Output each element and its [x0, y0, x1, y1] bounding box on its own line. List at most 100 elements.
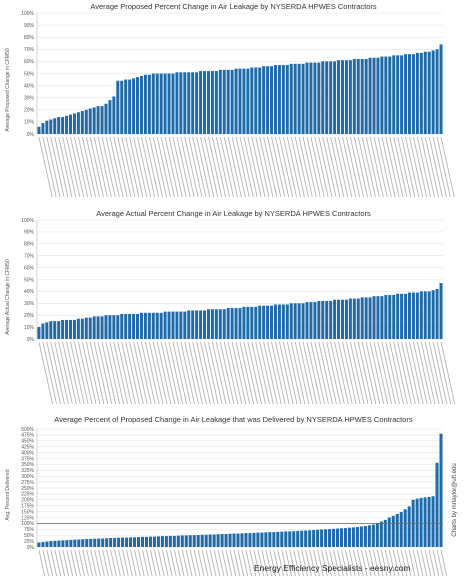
bar	[168, 535, 172, 547]
x-tick-label	[58, 136, 73, 198]
bar	[200, 534, 204, 547]
x-tick-label	[282, 341, 298, 405]
x-tick-label	[428, 549, 436, 576]
x-tick-label	[251, 136, 266, 198]
bar	[240, 533, 244, 547]
x-tick-label	[373, 341, 389, 405]
bar	[431, 496, 435, 547]
x-tick-label	[156, 136, 171, 198]
bar	[136, 314, 140, 339]
x-tick-label	[376, 549, 384, 576]
bar	[208, 534, 212, 547]
x-tick-label	[102, 549, 109, 576]
x-tick-label	[334, 136, 349, 198]
x-tick-label	[77, 136, 93, 198]
x-tick-label	[255, 136, 270, 198]
bar	[96, 316, 100, 339]
bar	[120, 80, 124, 134]
bar	[222, 69, 226, 134]
bar	[147, 312, 151, 339]
bar	[343, 528, 347, 547]
bar	[117, 537, 121, 547]
bar	[415, 292, 419, 339]
x-tick-label	[381, 136, 396, 198]
bar	[380, 56, 384, 135]
x-tick-label	[118, 549, 125, 576]
bar	[423, 51, 427, 134]
bar	[104, 103, 108, 134]
x-tick-label	[235, 136, 250, 198]
bar	[89, 538, 93, 547]
y-tick-label: 25%	[24, 539, 35, 545]
bar	[41, 542, 45, 547]
bar	[61, 319, 65, 339]
bar	[356, 298, 360, 339]
x-tick-label	[193, 549, 201, 576]
bar	[266, 305, 270, 339]
x-tick-label	[420, 341, 436, 405]
x-tick-label	[54, 549, 62, 576]
bar	[404, 54, 408, 134]
bar	[293, 303, 297, 339]
bar	[73, 539, 77, 547]
bar	[268, 532, 272, 547]
x-tick-label	[74, 341, 89, 405]
bar	[312, 530, 316, 547]
x-tick-label	[54, 136, 69, 198]
bar	[242, 306, 246, 339]
bar	[37, 126, 41, 134]
bar	[246, 68, 250, 134]
y-tick-label: 400%	[21, 450, 34, 456]
x-tick-label	[412, 341, 428, 405]
x-tick-label	[432, 549, 440, 576]
bar	[281, 304, 285, 339]
x-tick-label	[215, 136, 230, 198]
bar	[396, 293, 400, 339]
bar	[238, 68, 242, 134]
bar	[262, 66, 266, 134]
bar	[206, 309, 210, 339]
bar	[360, 58, 364, 135]
x-tick-label	[101, 136, 116, 198]
bar	[159, 73, 163, 134]
bar	[399, 512, 403, 547]
x-tick-label	[142, 549, 149, 576]
bar	[352, 58, 356, 135]
x-tick-label	[290, 341, 306, 405]
x-tick-label	[318, 136, 333, 198]
x-tick-label	[126, 549, 133, 576]
x-tick-label	[141, 341, 156, 405]
bar	[423, 497, 427, 547]
x-tick-label	[161, 549, 169, 576]
x-tick-label	[46, 341, 61, 405]
bar	[363, 525, 367, 547]
bar	[148, 536, 152, 547]
x-tick-label	[129, 136, 144, 198]
bar	[435, 289, 439, 339]
x-tick-label	[309, 549, 316, 576]
bar	[305, 302, 309, 339]
x-tick-label	[152, 136, 167, 198]
x-tick-label	[245, 549, 253, 576]
bar	[92, 316, 96, 339]
bar	[364, 297, 368, 339]
bar	[108, 100, 112, 134]
y-tick-label: 70%	[24, 47, 35, 53]
bar	[296, 530, 300, 547]
x-tick-label	[267, 341, 282, 405]
x-tick-label	[74, 549, 81, 576]
x-tick-label	[152, 341, 168, 405]
bar	[340, 60, 344, 134]
y-tick-label: 450%	[21, 439, 34, 445]
x-tick-label	[209, 549, 217, 576]
x-tick-label	[338, 136, 353, 198]
x-tick-label	[227, 136, 242, 198]
bar	[188, 535, 192, 547]
x-tick-label	[137, 136, 152, 198]
bar	[234, 68, 238, 134]
bar	[392, 294, 396, 339]
bar	[250, 306, 254, 339]
bar	[196, 534, 200, 547]
x-tick-label	[184, 136, 199, 198]
bar	[121, 537, 125, 547]
